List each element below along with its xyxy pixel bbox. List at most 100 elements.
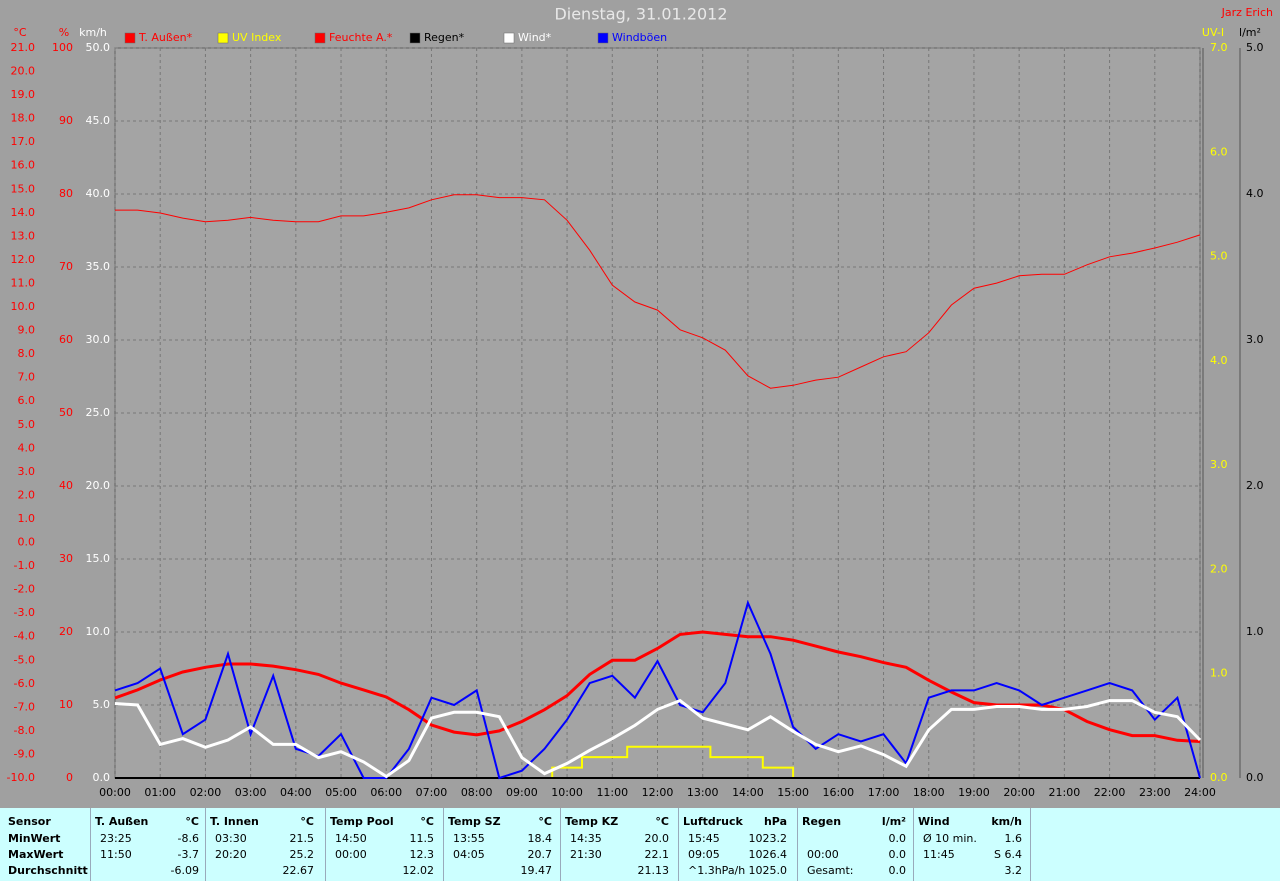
column-unit: l/m² (881, 815, 906, 828)
legend-label: Windböen (612, 31, 667, 44)
row-label: MinWert (8, 832, 61, 845)
cell-label: 00:00 (807, 848, 839, 861)
cell-label: 23:25 (100, 832, 132, 845)
cell-label: 14:50 (335, 832, 367, 845)
x-tick-label: 10:00 (551, 786, 583, 799)
cell-label: 11:50 (100, 848, 132, 861)
cell-value: 0.0 (888, 848, 907, 861)
column-separator (325, 808, 326, 881)
y-tick-label: 1.0 (1210, 667, 1228, 680)
legend-swatch (124, 32, 136, 44)
y-tick-label: 4.0 (1246, 187, 1264, 200)
x-tick-label: 14:00 (732, 786, 764, 799)
y-tick-label: 0.0 (1246, 771, 1264, 784)
column-unit: °C (420, 815, 434, 828)
column-header: Wind (918, 815, 950, 828)
y-tick-label: 15.0 (86, 552, 111, 565)
cell-value: 3.2 (1004, 864, 1023, 877)
x-tick-label: 01:00 (144, 786, 176, 799)
row-label: Durchschnitt (8, 864, 88, 877)
x-tick-label: 17:00 (868, 786, 900, 799)
y-tick-label: 18.0 (11, 112, 36, 125)
y-tick-label: 7.0 (18, 371, 36, 384)
y-tick-label: 9.0 (18, 324, 36, 337)
cell-value: 1026.4 (748, 848, 788, 861)
y-tick-label: -7.0 (14, 700, 35, 713)
y-tick-label: 13.0 (11, 229, 36, 242)
axis-unit: km/h (79, 26, 107, 39)
column-header: Regen (802, 815, 842, 828)
column-separator (797, 808, 798, 881)
axis-unit: % (59, 26, 69, 39)
x-tick-label: 18:00 (913, 786, 945, 799)
cell-value: 20.0 (644, 832, 670, 845)
cell-value: 11.5 (409, 832, 435, 845)
axis-unit: l/m² (1239, 26, 1261, 39)
y-tick-label: 20.0 (86, 479, 111, 492)
column-header: Temp KZ (565, 815, 619, 828)
cell-label: Gesamt: (807, 864, 854, 877)
y-tick-label: 30 (59, 552, 73, 565)
y-tick-label: -1.0 (14, 559, 35, 572)
cell-label: Ø 10 min. (923, 832, 977, 845)
cell-value: 12.3 (409, 848, 435, 861)
column-unit: °C (538, 815, 552, 828)
cell-value: -3.7 (177, 848, 199, 861)
legend-label: Regen* (424, 31, 465, 44)
x-tick-label: 19:00 (958, 786, 990, 799)
y-tick-label: 7.0 (1210, 41, 1228, 54)
y-tick-label: 4.0 (18, 441, 36, 454)
y-tick-label: 2.0 (1246, 479, 1264, 492)
column-header: T. Außen (95, 815, 149, 828)
y-tick-label: -3.0 (14, 606, 35, 619)
y-tick-label: 16.0 (11, 159, 36, 172)
y-tick-label: -8.0 (14, 724, 35, 737)
x-tick-label: 03:00 (235, 786, 267, 799)
x-tick-label: 13:00 (687, 786, 719, 799)
legend-swatch (409, 32, 421, 44)
y-tick-label: 70 (59, 260, 73, 273)
y-tick-label: 3.0 (18, 465, 36, 478)
y-tick-label: 0 (66, 771, 73, 784)
y-tick-label: 14.0 (11, 206, 36, 219)
cell-value: 25.2 (289, 848, 315, 861)
legend-label: Feuchte A.* (329, 31, 393, 44)
column-header: T. Innen (210, 815, 259, 828)
y-tick-label: 17.0 (11, 135, 36, 148)
cell-value: 0.0 (888, 864, 907, 877)
y-tick-label: 1.0 (18, 512, 36, 525)
y-tick-label: 50.0 (86, 41, 111, 54)
x-tick-label: 02:00 (190, 786, 222, 799)
x-tick-label: 20:00 (1003, 786, 1035, 799)
column-unit: °C (185, 815, 199, 828)
y-tick-label: 40.0 (86, 187, 111, 200)
y-tick-label: 80 (59, 187, 73, 200)
y-tick-label: 11.0 (11, 276, 36, 289)
y-tick-label: 5.0 (1210, 250, 1228, 263)
cell-label: 21:30 (570, 848, 602, 861)
y-tick-label: 20 (59, 625, 73, 638)
y-tick-label: 4.0 (1210, 354, 1228, 367)
y-tick-label: -6.0 (14, 677, 35, 690)
column-separator (678, 808, 679, 881)
column-separator (913, 808, 914, 881)
series-line (114, 599, 1201, 780)
y-tick-label: -9.0 (14, 747, 35, 760)
cell-label: 13:55 (453, 832, 485, 845)
column-header: Temp SZ (448, 815, 501, 828)
x-tick-label: 07:00 (416, 786, 448, 799)
axis-unit: UV-I (1202, 26, 1224, 39)
cell-value: 1.6 (1004, 832, 1023, 845)
y-tick-label: 0.0 (18, 536, 36, 549)
cell-label: 04:05 (453, 848, 485, 861)
column-separator (443, 808, 444, 881)
column-unit: °C (655, 815, 669, 828)
y-tick-label: 10.0 (11, 300, 36, 313)
cell-label: 20:20 (215, 848, 247, 861)
y-tick-label: 35.0 (86, 260, 111, 273)
cell-value: 1023.2 (748, 832, 788, 845)
column-separator (205, 808, 206, 881)
y-tick-label: 30.0 (86, 333, 111, 346)
cell-value: 18.4 (527, 832, 553, 845)
